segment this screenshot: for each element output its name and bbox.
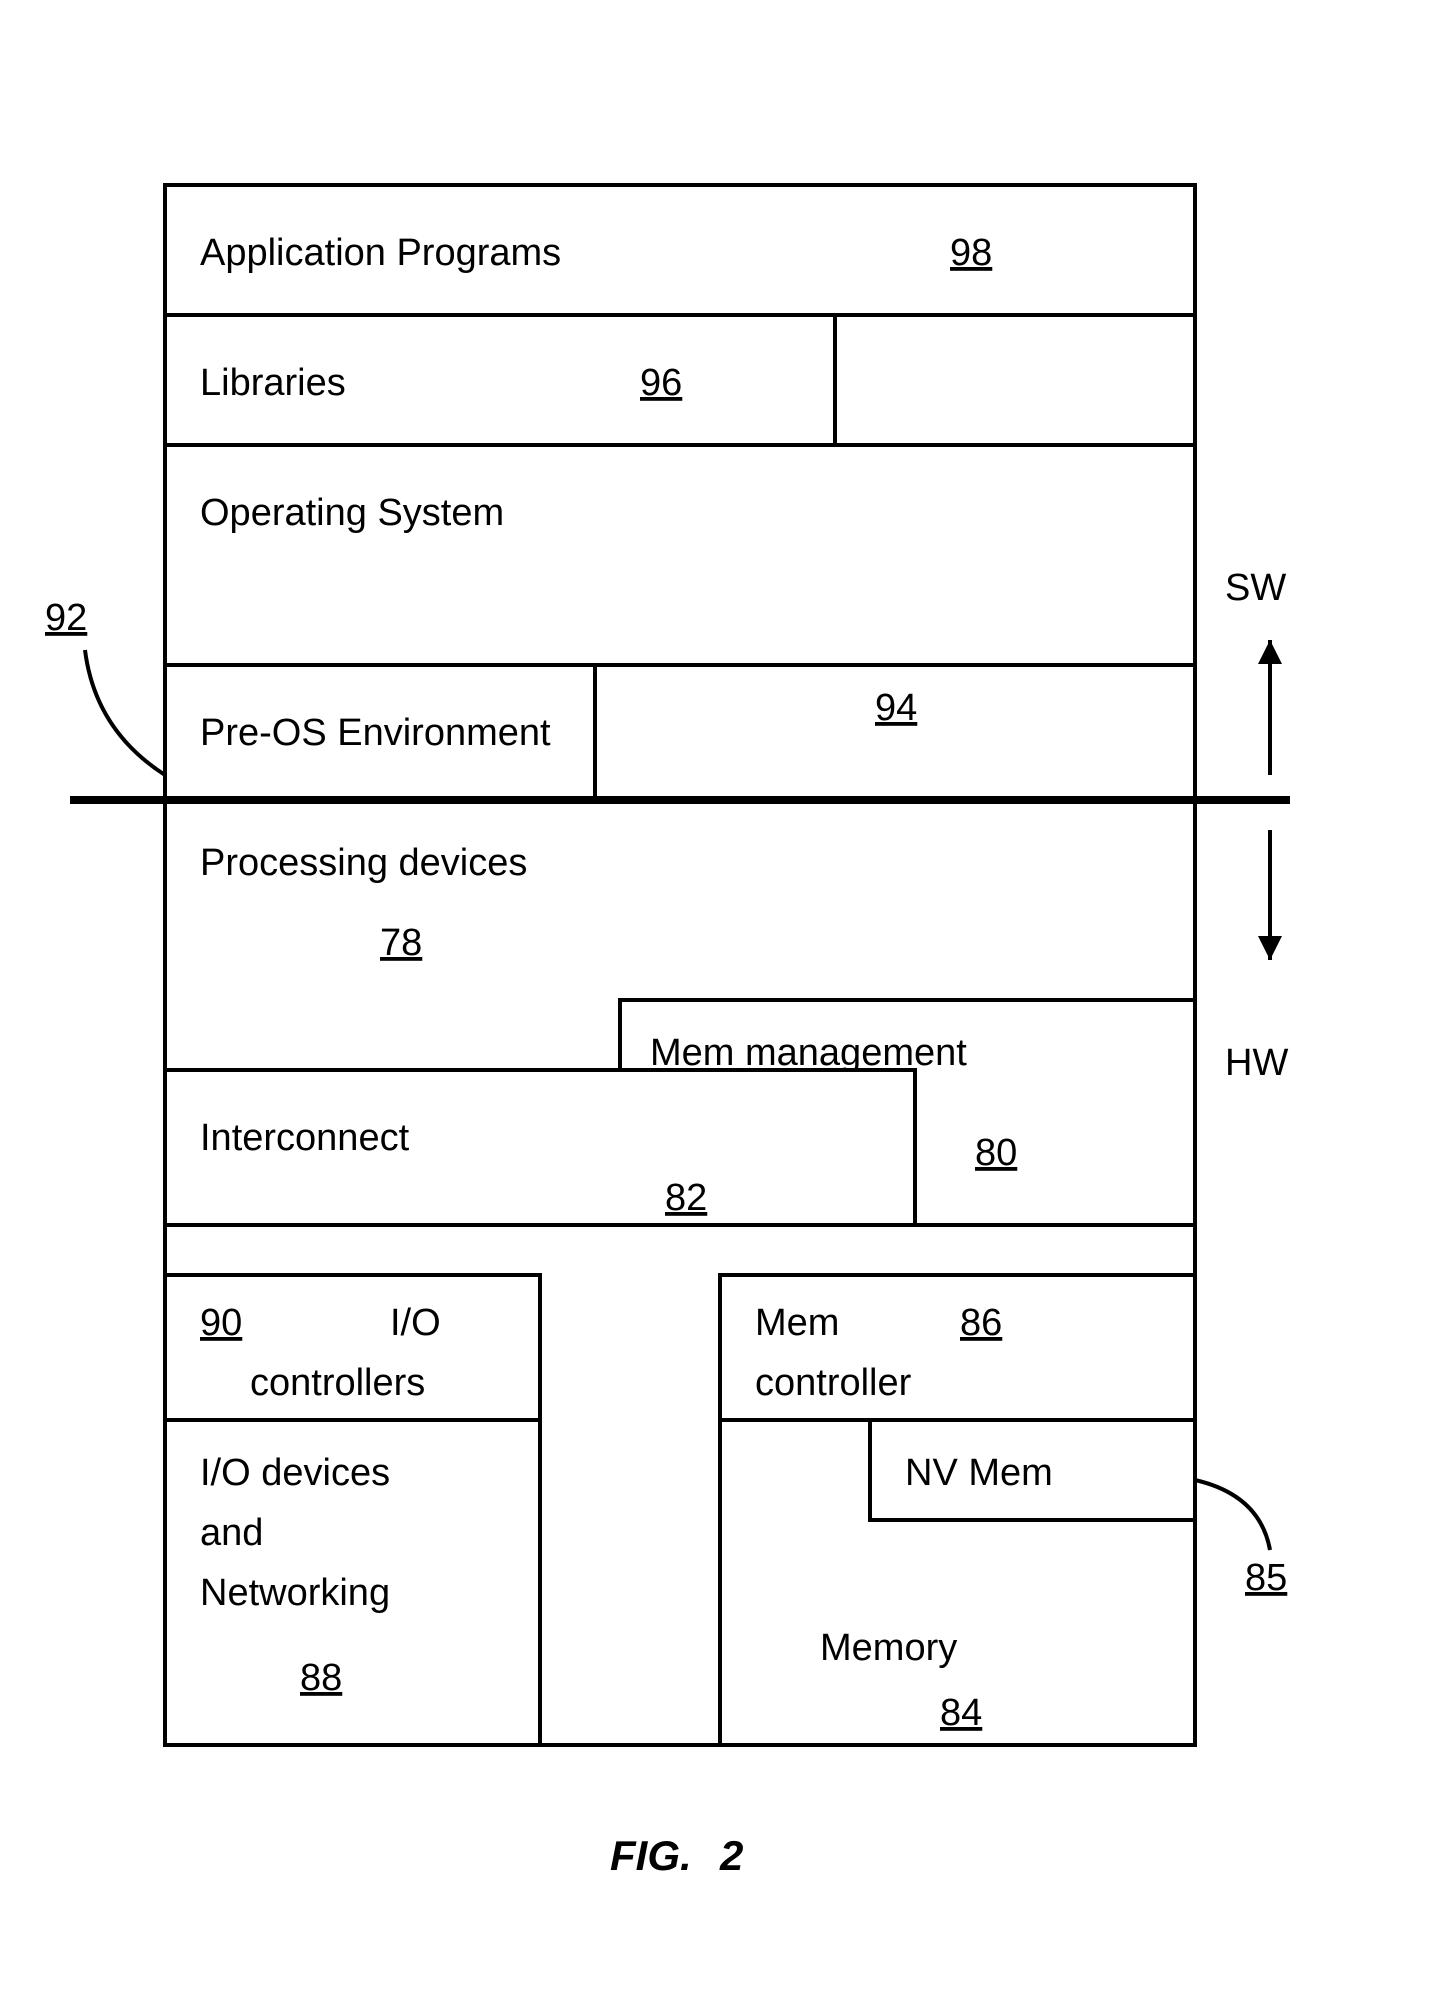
- operating-system-ref: 94: [875, 687, 917, 729]
- io-devices-label-c: Networking: [200, 1572, 390, 1614]
- io-controllers-label-b: controllers: [250, 1362, 425, 1404]
- callout-85: 85: [1245, 1557, 1287, 1599]
- io-devices-label-b: and: [200, 1512, 263, 1554]
- pre-os-label: Pre-OS Environment: [200, 712, 551, 754]
- figure-label: FIG.: [610, 1832, 692, 1879]
- sw-label: SW: [1225, 567, 1286, 609]
- mem-management-label: Mem management: [650, 1032, 967, 1074]
- hw-label: HW: [1225, 1042, 1288, 1084]
- figure-number: 2: [719, 1832, 743, 1879]
- libraries-ref: 96: [640, 362, 682, 404]
- app-programs-ref: 98: [950, 232, 992, 274]
- io-devices-ref: 88: [300, 1657, 342, 1699]
- mem-controller-label-b: controller: [755, 1362, 912, 1404]
- interconnect-label: Interconnect: [200, 1117, 410, 1159]
- operating-system-label: Operating System: [200, 492, 504, 534]
- callout-85-leader: [1195, 1480, 1270, 1550]
- memory-label: Memory: [820, 1627, 957, 1669]
- mem-controller-ref: 86: [960, 1302, 1002, 1344]
- memory-ref: 84: [940, 1692, 982, 1734]
- libraries-label: Libraries: [200, 362, 346, 404]
- mem-management-ref: 80: [975, 1132, 1017, 1174]
- app-programs-label: Application Programs: [200, 232, 561, 274]
- mem-controller-label-a: Mem: [755, 1302, 839, 1344]
- processing-devices-label: Processing devices: [200, 842, 527, 884]
- interconnect-ref: 82: [665, 1177, 707, 1219]
- callout-92-leader: [85, 650, 165, 775]
- io-controllers-label-a: I/O: [390, 1302, 441, 1344]
- callout-92: 92: [45, 597, 87, 639]
- processing-devices-ref: 78: [380, 922, 422, 964]
- io-devices-label-a: I/O devices: [200, 1452, 390, 1494]
- io-controllers-ref: 90: [200, 1302, 242, 1344]
- nv-mem-label: NV Mem: [905, 1452, 1053, 1494]
